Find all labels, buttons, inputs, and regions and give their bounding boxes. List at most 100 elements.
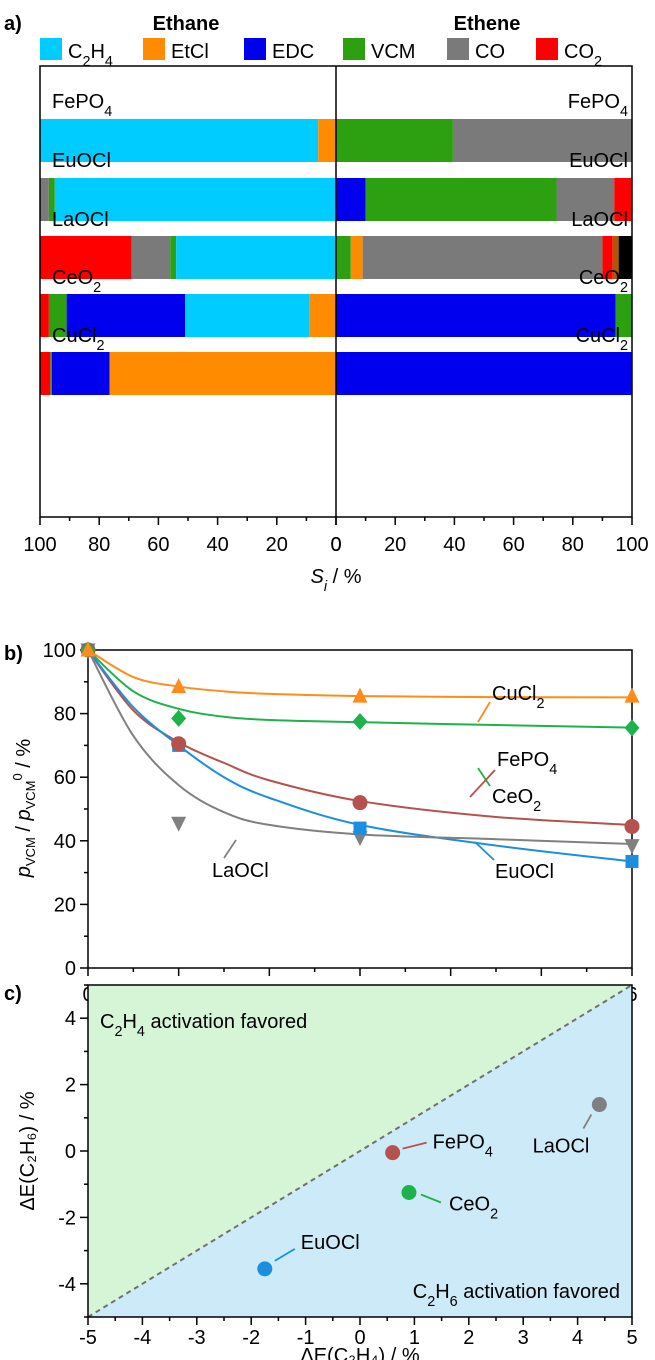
subscript: VCM: [23, 837, 38, 866]
point-leader-line: [582, 1114, 593, 1129]
catalyst-label-left: LaOCl: [52, 209, 109, 231]
point-label-EuOCl: EuOCl: [301, 1232, 360, 1254]
bar-segment-ethane-VCM: [48, 294, 67, 337]
y-tick-label: 20: [54, 894, 76, 916]
y-tick-label: 0: [65, 1141, 76, 1163]
subscript: 2: [82, 54, 90, 70]
text-part: activation favored: [458, 1281, 620, 1303]
legend-swatch-EDC: [244, 38, 266, 60]
panel-c-label: c): [4, 983, 22, 1005]
ethene-title: Ethene: [454, 13, 521, 35]
legend-swatch-EtCl: [143, 38, 165, 60]
series-leader-line: [477, 767, 491, 787]
series-label-CeO: CeO2: [492, 786, 541, 815]
catalyst-label-left: EuOCl: [52, 150, 111, 172]
subscript: 2: [93, 280, 101, 296]
subscript: 4: [549, 762, 557, 778]
legend-label-EtCl: EtCl: [171, 41, 209, 63]
catalyst-label-right: CuCl2: [576, 325, 628, 354]
subscript: 2: [620, 338, 628, 354]
text-part: CeO: [579, 267, 620, 289]
text-part: H: [122, 1011, 136, 1033]
text-part: LaOCl: [533, 1136, 590, 1158]
x-tick-label: -3: [188, 1327, 206, 1349]
bar-segment-ethene-CO: [362, 236, 603, 279]
bar-segment-ethene-EDC: [336, 178, 366, 221]
x-tick-label: -4: [134, 1327, 152, 1349]
bar-segment-ethene-other: [618, 236, 632, 279]
bar-segment-ethane-CO2: [40, 352, 51, 395]
superscript: 0: [10, 773, 25, 780]
x-axis-label: Si / %: [311, 566, 362, 595]
text-part: C: [413, 1281, 427, 1303]
bar-segment-ethene-EDC: [336, 294, 616, 337]
point-leader-line: [402, 1141, 427, 1150]
catalyst-label-right: FePO4: [568, 91, 628, 120]
series-label-FePO: FePO4: [497, 749, 557, 778]
y-axis-label: ΔE(C₂H₆) / %: [17, 1091, 39, 1210]
region-label-top: C2H4 activation favored: [100, 1011, 307, 1040]
catalyst-label-right: LaOCl: [571, 209, 628, 231]
y-tick-label: 100: [43, 640, 76, 662]
subscript: 4: [105, 54, 113, 70]
subscript: VCM: [23, 780, 38, 809]
legend: C2H4 EtCl EDC VCM CO CO2: [40, 38, 602, 70]
data-point-CeO: [401, 1185, 417, 1200]
data-point-CuCl: [624, 687, 640, 703]
data-point-FePO: [352, 795, 368, 811]
text-part: CeO: [52, 267, 93, 289]
series-leader-line: [477, 701, 491, 723]
data-point-FePO: [171, 736, 187, 752]
text-part: FePO: [52, 91, 104, 113]
data-point-CeO: [624, 719, 640, 737]
text-part: activation favored: [145, 1011, 307, 1033]
point-label-LaOCl: LaOCl: [533, 1136, 590, 1158]
y-tick-label: 80: [54, 704, 76, 726]
data-point-CeO: [352, 713, 368, 731]
data-point-EuOCl: [353, 821, 367, 835]
subscript: 4: [104, 104, 112, 120]
text-part: CeO: [449, 1194, 490, 1216]
legend-label-C2H4: C2H4: [68, 41, 113, 70]
panel-b-label: b): [4, 643, 23, 665]
series-label-CuCl: CuCl2: [492, 683, 544, 712]
y-tick-label: 4: [65, 1008, 76, 1030]
ethane-title: Ethane: [153, 13, 220, 35]
text-part: FePO: [497, 749, 549, 771]
diagonal-line: [87, 984, 633, 1318]
subscript: 2: [536, 696, 544, 712]
bar-segment-ethene-CO2: [614, 178, 632, 221]
subscript: 4: [620, 104, 628, 120]
series-label-LaOCl: LaOCl: [212, 860, 269, 882]
text-part: /: [13, 821, 35, 838]
text-part: LaOCl: [52, 209, 109, 231]
text-part: LaOCl: [212, 860, 269, 882]
bar-segment-ethene-EtCl: [350, 236, 363, 279]
text-part: CuCl: [492, 683, 536, 705]
bar-segment-ethane-C2H4: [54, 178, 337, 221]
y-tick-label: 60: [54, 767, 76, 789]
x-tick-label: 40: [443, 534, 465, 556]
bar-segment-ethene-EtCl_dark: [612, 236, 619, 279]
x-tick-label: 100: [23, 534, 56, 556]
bar-segment-ethane-EtCl: [309, 294, 336, 337]
point-leader-line: [274, 1248, 296, 1262]
bar-segment-ethane-CO2: [40, 294, 49, 337]
data-point-EuOCl: [625, 854, 639, 868]
data-point-CuCl: [80, 641, 96, 657]
panel-a-selectivity-chart: a) Ethane Ethene C2H4 EtCl EDC VCM CO CO2 FeP…: [4, 13, 649, 595]
subscript: 2: [533, 799, 541, 815]
y-axis-label: pVCM / pVCM0 / %: [10, 739, 38, 879]
bar-segment-ethane-VCM: [50, 352, 52, 395]
data-point-LaOCl: [591, 1097, 607, 1113]
x-tick-label: 5: [626, 1327, 637, 1349]
legend-label-CO: CO: [475, 41, 505, 63]
subscript: 2: [594, 54, 602, 70]
text-part: H: [90, 41, 104, 63]
legend-swatch-C2H4: [40, 38, 62, 60]
x-tick-label: 0: [330, 534, 341, 556]
text-part: FePO: [568, 91, 620, 113]
